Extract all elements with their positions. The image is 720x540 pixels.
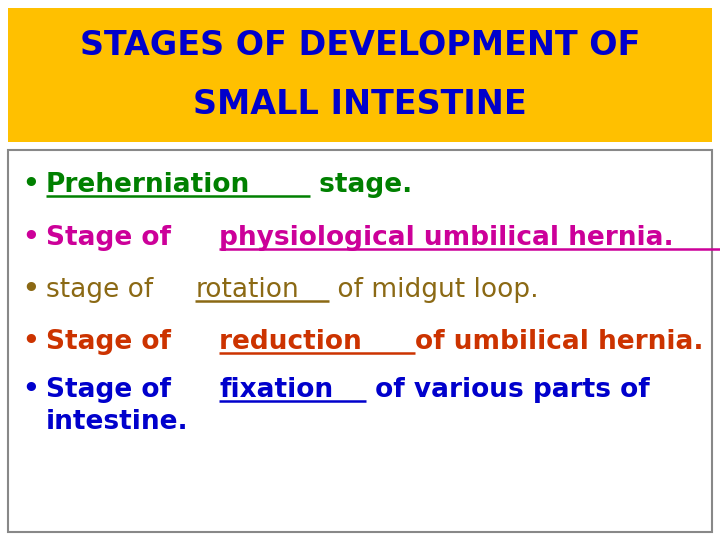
Text: •: • (22, 172, 39, 198)
Text: stage of: stage of (46, 277, 161, 303)
FancyBboxPatch shape (8, 8, 712, 142)
Text: •: • (22, 225, 39, 251)
Text: Preherniation: Preherniation (46, 172, 251, 198)
Text: of various parts of: of various parts of (366, 377, 650, 403)
Text: fixation: fixation (219, 377, 333, 403)
Text: of midgut loop.: of midgut loop. (329, 277, 539, 303)
Text: Stage of: Stage of (46, 377, 180, 403)
Text: stage.: stage. (310, 172, 412, 198)
Text: physiological umbilical hernia.: physiological umbilical hernia. (219, 225, 674, 251)
Text: •: • (22, 377, 39, 403)
Text: rotation: rotation (195, 277, 299, 303)
Text: of umbilical hernia.: of umbilical hernia. (415, 329, 703, 355)
Text: •: • (22, 329, 39, 355)
Text: Stage of: Stage of (46, 329, 180, 355)
Text: Stage of: Stage of (46, 225, 180, 251)
Text: reduction: reduction (219, 329, 371, 355)
Text: •: • (22, 277, 39, 303)
Text: SMALL INTESTINE: SMALL INTESTINE (193, 88, 527, 121)
Text: intestine.: intestine. (46, 409, 189, 435)
Text: STAGES OF DEVELOPMENT OF: STAGES OF DEVELOPMENT OF (80, 29, 640, 62)
FancyBboxPatch shape (8, 150, 712, 532)
